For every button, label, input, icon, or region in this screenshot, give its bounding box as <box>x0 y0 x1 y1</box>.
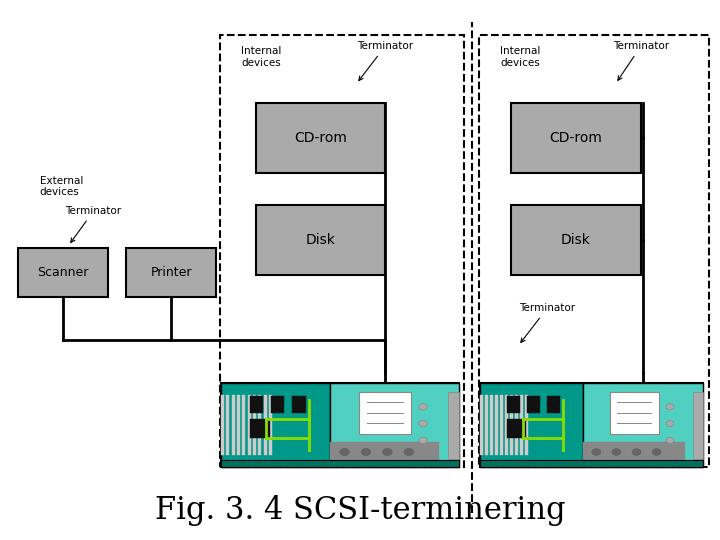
Bar <box>256 205 385 275</box>
Circle shape <box>419 437 427 443</box>
Bar <box>232 395 235 455</box>
Bar <box>693 392 703 458</box>
Text: Disk: Disk <box>305 233 336 247</box>
Bar <box>221 383 459 467</box>
Bar <box>480 461 703 467</box>
Bar <box>480 383 703 467</box>
Bar <box>264 395 267 455</box>
Bar <box>250 396 263 413</box>
Bar <box>220 35 464 467</box>
Bar <box>253 395 256 455</box>
Text: Disk: Disk <box>561 233 591 247</box>
Bar <box>126 248 216 297</box>
Bar <box>547 396 559 413</box>
Text: Internal
devices: Internal devices <box>500 46 541 68</box>
Bar <box>479 35 709 467</box>
Text: External
devices: External devices <box>40 176 83 197</box>
Circle shape <box>666 404 674 410</box>
Bar <box>480 395 483 455</box>
Circle shape <box>592 449 600 455</box>
Circle shape <box>666 437 674 443</box>
Text: Internal
devices: Internal devices <box>241 46 282 68</box>
Bar <box>583 383 703 467</box>
Bar <box>292 396 305 413</box>
Bar <box>226 395 230 455</box>
Text: Terminator: Terminator <box>613 41 669 80</box>
Bar <box>521 395 523 455</box>
Bar <box>243 395 246 455</box>
Circle shape <box>419 403 427 410</box>
Bar <box>511 205 641 275</box>
Text: Fig. 3. 4 SCSI-terminering: Fig. 3. 4 SCSI-terminering <box>155 495 565 526</box>
Bar <box>330 442 439 463</box>
Bar <box>510 395 513 455</box>
Bar <box>448 392 459 458</box>
Bar <box>221 461 459 467</box>
Bar <box>516 395 518 455</box>
Bar <box>505 395 508 455</box>
Text: Printer: Printer <box>150 266 192 279</box>
Circle shape <box>666 421 674 427</box>
Bar <box>269 395 272 455</box>
Circle shape <box>404 448 413 456</box>
Bar <box>237 395 240 455</box>
Text: Terminator: Terminator <box>66 206 122 242</box>
Bar <box>500 395 503 455</box>
Bar <box>359 392 411 434</box>
Circle shape <box>361 448 371 456</box>
Bar <box>507 420 526 438</box>
Bar <box>330 383 459 467</box>
Bar <box>221 395 224 455</box>
Bar <box>250 420 269 438</box>
Text: Terminator: Terminator <box>357 41 413 80</box>
Bar <box>495 395 498 455</box>
Bar <box>271 396 284 413</box>
Bar <box>18 248 108 297</box>
Bar <box>485 395 488 455</box>
Circle shape <box>652 449 661 455</box>
Circle shape <box>382 448 392 456</box>
Circle shape <box>340 448 349 456</box>
Bar <box>526 395 528 455</box>
Bar <box>507 396 520 413</box>
Text: Scanner: Scanner <box>37 266 89 279</box>
Bar <box>221 383 330 467</box>
Bar <box>490 395 493 455</box>
Bar <box>258 395 261 455</box>
Text: CD-rom: CD-rom <box>549 131 603 145</box>
Bar <box>583 442 685 463</box>
Text: Terminator: Terminator <box>519 303 575 342</box>
Bar <box>527 396 539 413</box>
Bar <box>511 103 641 173</box>
Bar <box>256 103 385 173</box>
Bar <box>248 395 251 455</box>
Bar <box>480 383 583 467</box>
Bar <box>610 392 659 434</box>
Text: CD-rom: CD-rom <box>294 131 347 145</box>
Circle shape <box>419 420 427 427</box>
Circle shape <box>612 449 621 455</box>
Circle shape <box>632 449 641 455</box>
